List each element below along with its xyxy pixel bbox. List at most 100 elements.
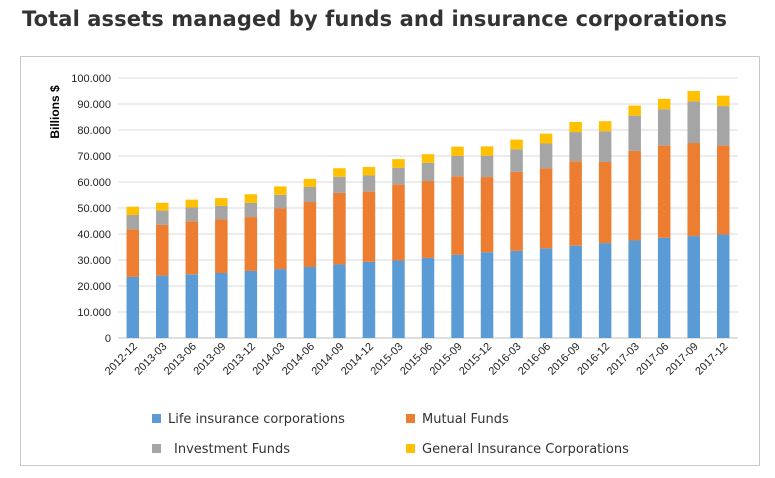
bar-segment	[244, 194, 258, 203]
bar-segment	[628, 115, 641, 151]
bar-segment	[598, 121, 612, 132]
bar-segment	[156, 202, 169, 211]
bar-segment	[687, 91, 700, 102]
bar-segment	[451, 176, 464, 255]
bar-segment	[421, 162, 435, 181]
y-tick-label: 20.000	[77, 281, 111, 293]
bar-segment	[628, 150, 641, 241]
bar-segment	[421, 180, 435, 258]
bar-segment	[244, 270, 258, 338]
bar-segment	[215, 198, 228, 206]
bar-segment	[303, 186, 317, 203]
bar-segment	[156, 224, 169, 276]
bar-segment	[716, 106, 730, 146]
y-tick-label: 100.000	[71, 73, 111, 85]
bar-segment	[126, 215, 140, 230]
bar-segment	[303, 202, 317, 268]
bar-segment	[392, 184, 405, 261]
y-tick-label: 0	[105, 333, 111, 345]
bar-segment	[480, 177, 494, 253]
y-axis-label: Billions $	[48, 85, 62, 139]
bar-segment	[687, 101, 700, 143]
bar-segment	[274, 269, 287, 338]
bar-segment	[362, 166, 376, 176]
bar-segment	[333, 264, 346, 338]
bar-segment	[687, 143, 700, 237]
bar-segment	[362, 261, 376, 338]
bar-segment	[215, 219, 228, 273]
y-tick-label: 70.000	[77, 151, 111, 163]
bar-segment	[392, 260, 405, 338]
legend: Life insurance corporations Mutual Funds I…	[152, 412, 629, 457]
bar-segment	[421, 154, 435, 163]
bar-segment	[333, 176, 346, 193]
bar-segment	[628, 105, 641, 116]
bar-segment	[274, 194, 287, 209]
bar-segment	[657, 109, 671, 146]
bar-segment	[362, 191, 376, 262]
bar-segment	[657, 145, 671, 238]
bar-segment	[392, 167, 405, 185]
bar-segment	[126, 276, 140, 338]
bar-segment	[480, 146, 494, 156]
legend-label: General Insurance Corporations	[422, 442, 629, 457]
bar-segment	[480, 252, 494, 338]
bar-segment	[451, 254, 464, 338]
legend-swatch	[406, 444, 415, 453]
legend-swatch	[152, 444, 161, 453]
bar-segment	[333, 192, 346, 265]
y-axis-ticks: 0 10.000 20.000 30.000 40.000 50.000 60.000 70.…	[71, 73, 111, 345]
bar-segment	[687, 236, 700, 338]
bar-segment	[510, 139, 523, 150]
y-tick-label: 60.000	[77, 177, 111, 189]
bar-segment	[510, 149, 523, 172]
bar-segment	[598, 131, 612, 162]
legend-label: Mutual Funds	[422, 412, 509, 427]
bar-segment	[303, 267, 317, 338]
x-tick-label: 2017-12	[693, 341, 730, 378]
y-tick-label: 40.000	[77, 229, 111, 241]
legend-label: Investment Funds	[174, 442, 290, 457]
bar-segment	[716, 95, 730, 107]
bar-segment	[716, 234, 730, 338]
bar-segment	[598, 161, 612, 244]
bar-segment	[244, 202, 258, 218]
bar-segment	[510, 250, 523, 338]
y-tick-label: 50.000	[77, 203, 111, 215]
page-title: Total assets managed by funds and insura…	[22, 7, 728, 31]
bar-segment	[539, 133, 553, 144]
bar-segment	[392, 159, 405, 168]
bar-segment	[303, 178, 317, 187]
bar-segment	[569, 245, 582, 338]
bar-segment	[657, 237, 671, 338]
y-tick-label: 90.000	[77, 99, 111, 111]
bar-segment	[185, 199, 199, 208]
bar-segment	[215, 205, 228, 220]
bar-segment	[244, 217, 258, 271]
bar-segment	[333, 168, 346, 177]
bar-segment	[274, 208, 287, 270]
bar-segment	[185, 207, 199, 222]
bar-segment	[716, 145, 730, 235]
bar-segment	[569, 161, 582, 246]
y-tick-label: 30.000	[77, 255, 111, 267]
bar-segment	[126, 229, 140, 277]
legend-swatch	[152, 414, 161, 423]
bar-segment	[569, 121, 582, 133]
bar-segment	[156, 275, 169, 338]
bar-segment	[657, 98, 671, 110]
bar-segment	[451, 146, 464, 156]
bar-segment	[185, 274, 199, 338]
bar-segment	[510, 171, 523, 251]
bar-segment	[480, 155, 494, 178]
bar-segment	[126, 206, 140, 216]
bar-segment	[362, 175, 376, 192]
bar-segment	[215, 273, 228, 338]
bar-segment	[569, 132, 582, 162]
bars	[126, 91, 730, 338]
y-tick-label: 10.000	[77, 307, 111, 319]
legend-swatch	[406, 414, 415, 423]
bar-segment	[451, 156, 464, 177]
bar-segment	[539, 248, 553, 338]
